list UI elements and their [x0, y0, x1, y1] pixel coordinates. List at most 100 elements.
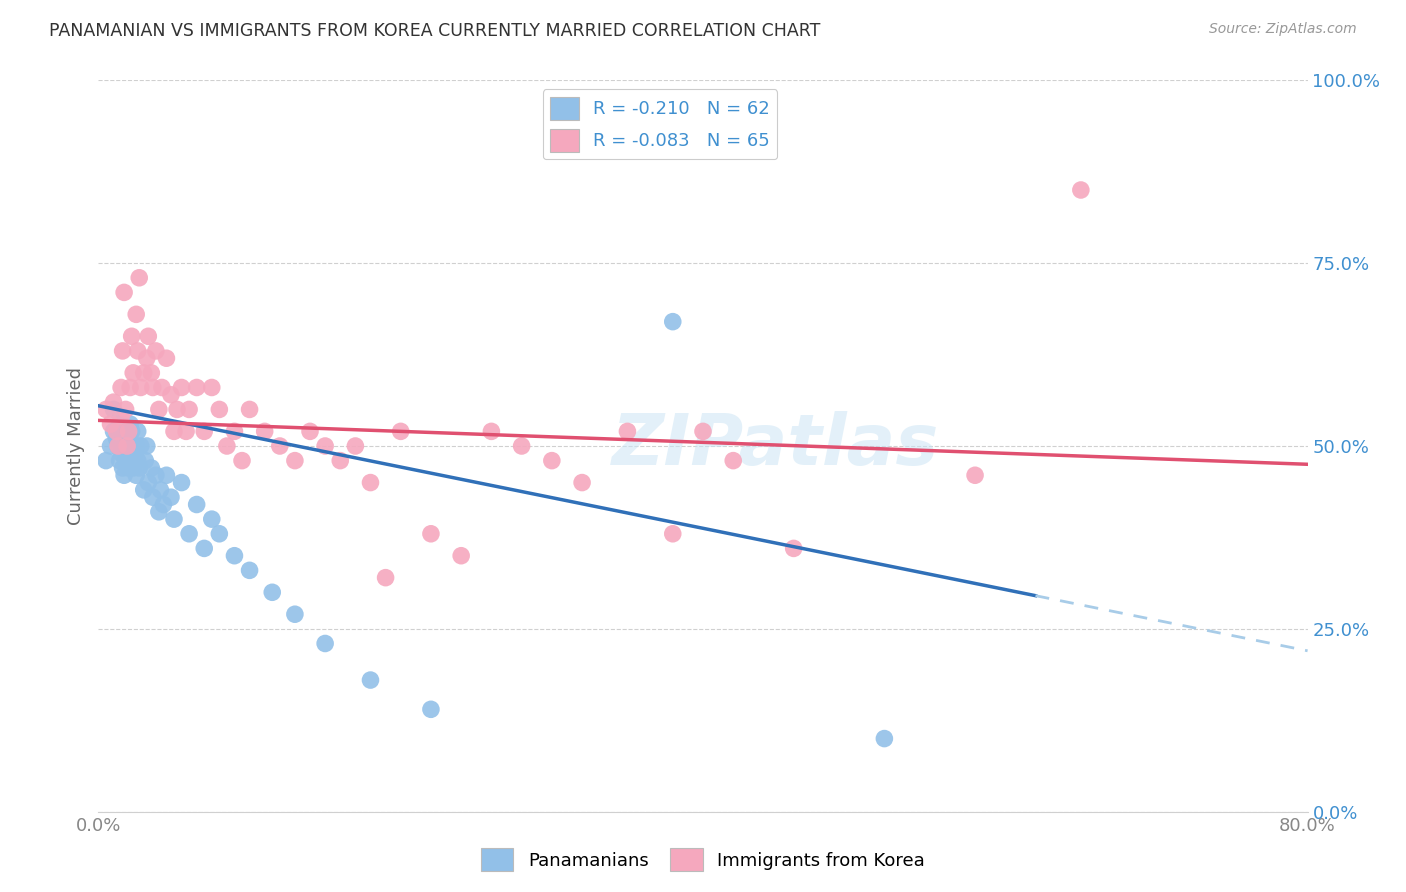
Point — [148, 505, 170, 519]
Point — [127, 343, 149, 358]
Point — [155, 468, 177, 483]
Point — [121, 425, 143, 439]
Point — [374, 571, 396, 585]
Point — [253, 425, 276, 439]
Point — [208, 526, 231, 541]
Point — [661, 526, 683, 541]
Point — [510, 439, 533, 453]
Point — [110, 446, 132, 460]
Point — [118, 425, 141, 439]
Point — [174, 425, 197, 439]
Legend: R = -0.210   N = 62, R = -0.083   N = 65: R = -0.210 N = 62, R = -0.083 N = 65 — [543, 89, 778, 159]
Point — [224, 549, 246, 563]
Point — [122, 366, 145, 380]
Point — [239, 563, 262, 577]
Point — [134, 453, 156, 467]
Point — [114, 425, 136, 439]
Point — [94, 453, 117, 467]
Point — [110, 380, 132, 394]
Y-axis label: Currently Married: Currently Married — [66, 367, 84, 525]
Point — [125, 468, 148, 483]
Point — [121, 329, 143, 343]
Point — [163, 425, 186, 439]
Point — [692, 425, 714, 439]
Point — [103, 425, 125, 439]
Point — [152, 498, 174, 512]
Point — [115, 439, 138, 453]
Point — [132, 483, 155, 497]
Point — [105, 432, 128, 446]
Point — [141, 461, 163, 475]
Point — [1070, 183, 1092, 197]
Point — [193, 541, 215, 556]
Point — [420, 526, 443, 541]
Point — [107, 439, 129, 453]
Point — [873, 731, 896, 746]
Point — [481, 425, 503, 439]
Point — [150, 380, 173, 394]
Point — [224, 425, 246, 439]
Text: PANAMANIAN VS IMMIGRANTS FROM KOREA CURRENTLY MARRIED CORRELATION CHART: PANAMANIAN VS IMMIGRANTS FROM KOREA CURR… — [49, 22, 821, 40]
Text: ZIPatlas: ZIPatlas — [612, 411, 939, 481]
Point — [149, 483, 172, 497]
Point — [136, 475, 159, 490]
Point — [783, 541, 806, 556]
Point — [125, 439, 148, 453]
Point — [329, 453, 352, 467]
Point — [179, 402, 201, 417]
Point — [115, 439, 138, 453]
Point — [103, 402, 125, 417]
Point — [231, 453, 253, 467]
Point — [118, 461, 141, 475]
Point — [128, 461, 150, 475]
Point — [160, 490, 183, 504]
Point — [571, 475, 593, 490]
Point — [120, 417, 142, 431]
Point — [136, 329, 159, 343]
Point — [661, 315, 683, 329]
Point — [186, 380, 208, 394]
Point — [193, 425, 215, 439]
Point — [128, 270, 150, 285]
Point — [284, 607, 307, 622]
Point — [160, 388, 183, 402]
Point — [124, 446, 146, 460]
Point — [314, 636, 336, 650]
Point — [723, 453, 745, 467]
Point — [166, 402, 188, 417]
Point — [299, 425, 322, 439]
Point — [135, 439, 157, 453]
Point — [135, 351, 157, 366]
Point — [450, 549, 472, 563]
Point — [94, 402, 117, 417]
Point — [145, 468, 167, 483]
Point — [125, 307, 148, 321]
Point — [155, 351, 177, 366]
Point — [360, 475, 382, 490]
Point — [110, 409, 132, 424]
Point — [201, 380, 224, 394]
Point — [112, 285, 135, 300]
Point — [145, 343, 167, 358]
Point — [132, 366, 155, 380]
Point — [114, 453, 136, 467]
Point — [141, 366, 163, 380]
Point — [110, 432, 132, 446]
Point — [127, 453, 149, 467]
Point — [129, 380, 152, 394]
Point — [107, 425, 129, 439]
Point — [127, 425, 149, 439]
Point — [112, 468, 135, 483]
Point — [269, 439, 291, 453]
Point — [111, 439, 134, 453]
Point — [208, 402, 231, 417]
Point — [114, 402, 136, 417]
Point — [129, 439, 152, 453]
Point — [100, 417, 122, 431]
Point — [100, 439, 122, 453]
Text: Source: ZipAtlas.com: Source: ZipAtlas.com — [1209, 22, 1357, 37]
Point — [142, 490, 165, 504]
Point — [122, 439, 145, 453]
Point — [112, 425, 135, 439]
Point — [179, 526, 201, 541]
